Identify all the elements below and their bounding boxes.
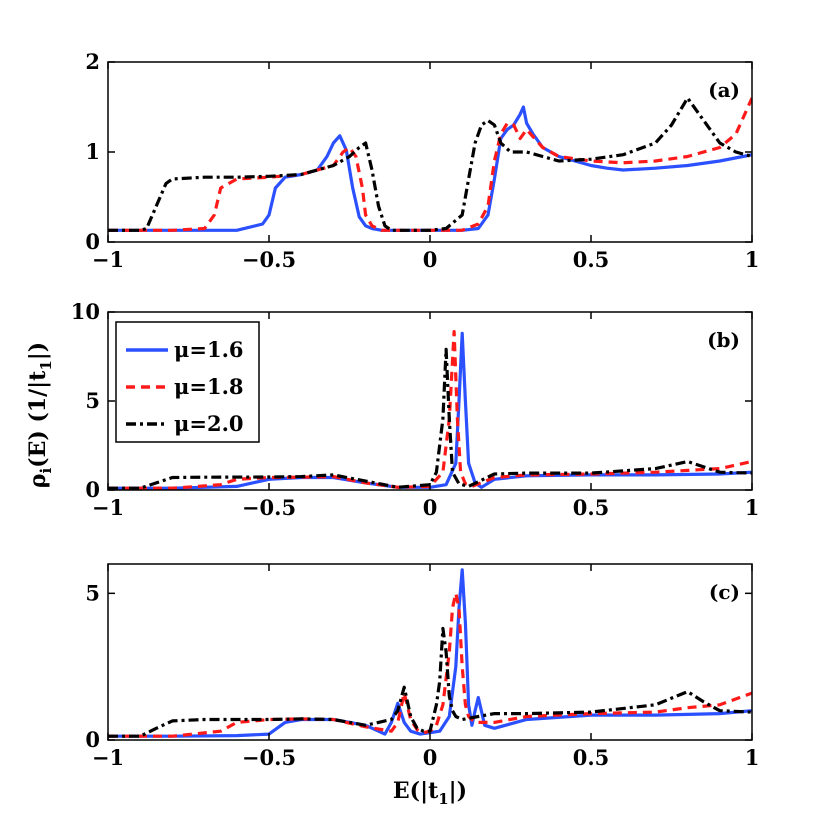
series-line-a-2 bbox=[108, 96, 752, 232]
series-line-c-1 bbox=[108, 591, 752, 738]
x-tick-label: 0 bbox=[423, 745, 438, 770]
x-tick-label: 0 bbox=[423, 495, 438, 520]
panel-tag-a: (a) bbox=[708, 78, 740, 102]
x-tick-label: 0.5 bbox=[573, 247, 610, 272]
y-axis-label-rest: (E) (1/|t bbox=[25, 370, 51, 468]
panel-c: −1 −0.5 0 0.5 1 0 5 (c) bbox=[85, 563, 760, 770]
x-tick-label: 1 bbox=[745, 495, 760, 520]
y-axis-label-sub2: 1 bbox=[37, 360, 55, 370]
x-tick-label: 1 bbox=[745, 247, 760, 272]
legend-label-mu16: μ=1.6 bbox=[174, 337, 244, 362]
x-tick-label: 1 bbox=[745, 745, 760, 770]
x-axis-label-main: E(|t bbox=[393, 778, 439, 804]
panel-a: −1 −0.5 0 0.5 1 0 1 2 (a) bbox=[85, 49, 759, 272]
series-line-a-1 bbox=[108, 97, 752, 232]
series-line-a-0 bbox=[108, 105, 752, 232]
panel-tag-c: (c) bbox=[709, 580, 740, 604]
x-tick-label: −1 bbox=[92, 745, 124, 770]
plot-frame bbox=[107, 61, 753, 243]
y-tick-label: 1 bbox=[85, 139, 100, 164]
x-tick-label: −0.5 bbox=[242, 247, 296, 272]
y-axis-label: ρi(E) (1/|t1|) bbox=[25, 342, 55, 488]
series-group bbox=[108, 96, 752, 232]
series-line-b-2 bbox=[108, 347, 752, 490]
x-tick-label: 0.5 bbox=[573, 495, 610, 520]
x-tick-label: 0 bbox=[423, 247, 438, 272]
y-tick-label: 5 bbox=[85, 388, 100, 413]
x-axis-label-sub: 1 bbox=[438, 790, 448, 808]
y-tick-label: 10 bbox=[71, 299, 100, 324]
x-tick-label: −1 bbox=[92, 247, 124, 272]
series-group bbox=[108, 568, 752, 738]
y-axis-label-end: |) bbox=[25, 342, 51, 360]
x-axis-label-end: |) bbox=[449, 778, 467, 804]
y-axis-label-sub: i bbox=[37, 468, 55, 474]
panel-tag-b: (b) bbox=[707, 328, 740, 352]
legend: μ=1.6 μ=1.8 μ=2.0 bbox=[115, 321, 260, 443]
y-tick-label: 0 bbox=[85, 727, 100, 752]
y-tick-label: 0 bbox=[85, 229, 100, 254]
y-axis-label-main: ρ bbox=[25, 474, 51, 489]
series-line-b-1 bbox=[108, 330, 752, 490]
series-line-c-0 bbox=[108, 568, 752, 738]
x-tick-label: −0.5 bbox=[242, 495, 296, 520]
legend-label-mu18: μ=1.8 bbox=[174, 374, 244, 399]
legend-box bbox=[115, 321, 260, 443]
x-tick-label: −1 bbox=[92, 495, 124, 520]
series-group bbox=[108, 330, 752, 490]
y-tick-label: 0 bbox=[85, 477, 100, 502]
y-tick-label: 2 bbox=[85, 49, 100, 74]
x-axis-label: E(|t1|) bbox=[393, 778, 467, 808]
legend-label-mu20: μ=2.0 bbox=[174, 411, 244, 436]
y-tick-label: 5 bbox=[85, 580, 100, 605]
x-tick-label: −0.5 bbox=[242, 745, 296, 770]
series-line-c-2 bbox=[108, 626, 752, 738]
x-tick-label: 0.5 bbox=[573, 745, 610, 770]
